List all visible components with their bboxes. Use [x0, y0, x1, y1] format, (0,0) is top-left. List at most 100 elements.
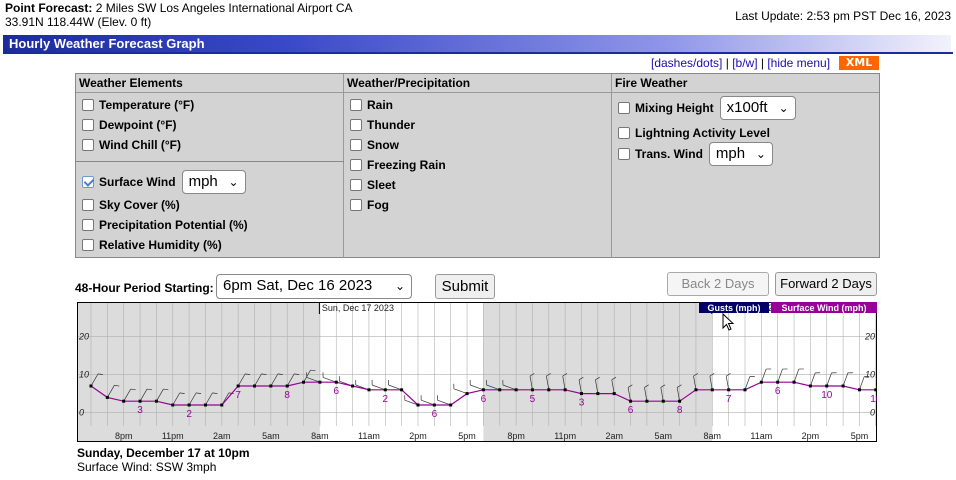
mixing-height-option[interactable]: Mixing Height x100ft ⌄	[618, 96, 796, 120]
period-select[interactable]: 6pm Sat, Dec 16 2023 ⌄	[216, 274, 412, 299]
lightning-option[interactable]: Lightning Activity Level	[618, 126, 770, 140]
chevron-down-icon: ⌄	[228, 175, 239, 189]
x-tick-label: 11am	[750, 431, 772, 441]
mixing-height-checkbox[interactable]	[618, 102, 630, 114]
snow-label: Snow	[367, 138, 399, 152]
sky-cover-checkbox[interactable]	[82, 199, 94, 211]
dewpoint-option[interactable]: Dewpoint (°F)	[82, 118, 176, 132]
x-tick-label: 11pm	[162, 431, 184, 441]
surface-wind-unit-select[interactable]: mph ⌄	[181, 170, 246, 194]
wind-value-label: 6	[333, 386, 339, 397]
forward-2-days-button[interactable]: Forward 2 Days	[775, 272, 877, 296]
wind-barb-staff	[188, 392, 197, 406]
lightning-checkbox[interactable]	[618, 127, 630, 139]
wind-barb-staff	[693, 375, 697, 390]
thunder-option[interactable]: Thunder	[350, 118, 415, 132]
temperature-option[interactable]: Temperature (°F)	[82, 98, 194, 112]
xml-button[interactable]: XML	[839, 56, 879, 70]
location-label: Point Forecast:	[5, 1, 93, 15]
selected-wind: Surface Wind: SSW 3mph	[77, 460, 217, 474]
submit-button[interactable]: Submit	[435, 274, 495, 299]
surface-wind-point	[759, 380, 763, 384]
thunder-checkbox[interactable]	[350, 119, 362, 131]
surface-wind-checkbox[interactable]	[82, 176, 94, 188]
humidity-label: Relative Humidity (%)	[99, 238, 222, 252]
wind-chill-checkbox[interactable]	[82, 139, 94, 151]
trans-wind-option[interactable]: Trans. Wind mph ⌄	[618, 142, 773, 166]
trans-wind-unit-select[interactable]: mph ⌄	[708, 142, 773, 166]
surface-wind-point	[465, 392, 469, 396]
wind-barb-staff	[254, 373, 262, 387]
wind-barb-staff	[486, 384, 500, 391]
wind-barb-staff	[156, 388, 164, 402]
humidity-option[interactable]: Relative Humidity (%)	[82, 238, 222, 252]
wind-barb-staff	[859, 376, 865, 390]
snow-checkbox[interactable]	[350, 139, 362, 151]
surface-wind-point	[710, 388, 714, 392]
wind-chill-option[interactable]: Wind Chill (°F)	[82, 138, 181, 152]
fog-option[interactable]: Fog	[350, 198, 389, 212]
dashes-dots-link[interactable]: [dashes/dots]	[651, 56, 723, 70]
wind-barb-tick	[726, 373, 731, 377]
fog-label: Fog	[367, 198, 389, 212]
y-tick-label-right: 10	[865, 370, 875, 380]
x-tick-label: 8am	[311, 431, 329, 441]
wind-barb-staff	[237, 373, 246, 387]
period-value: 6pm Sat, Dec 16 2023	[223, 277, 373, 294]
surface-wind-label: Surface Wind	[99, 175, 176, 189]
wind-barb-staff	[627, 387, 631, 402]
x-tick-label: 2am	[605, 431, 623, 441]
wind-barb-staff	[595, 379, 599, 394]
precip-potential-option[interactable]: Precipitation Potential (%)	[82, 218, 248, 232]
surface-wind-point	[383, 388, 387, 392]
wind-barb-tick	[660, 384, 666, 388]
x-tick-label: 5pm	[851, 431, 869, 441]
surface-wind-point	[825, 384, 829, 388]
precip-potential-checkbox[interactable]	[82, 219, 94, 231]
trans-wind-checkbox[interactable]	[618, 148, 630, 160]
location-text: 2 Miles SW Los Angeles International Air…	[95, 1, 353, 15]
bw-link[interactable]: [b/w]	[732, 56, 758, 70]
wind-value-label: 6	[628, 405, 634, 416]
x-tick-label: 5am	[654, 431, 672, 441]
location-header: Point Forecast: 2 Miles SW Los Angeles I…	[5, 1, 353, 29]
sky-cover-option[interactable]: Sky Cover (%)	[82, 198, 180, 212]
value-labels: 3 2 7 8 6 2 6 6 5 3 6 8 7 6 10 10	[137, 386, 877, 420]
sleet-option[interactable]: Sleet	[350, 178, 396, 192]
sleet-label: Sleet	[367, 178, 396, 192]
back-2-days-button[interactable]: Back 2 Days	[667, 272, 769, 296]
snow-option[interactable]: Snow	[350, 138, 399, 152]
weather-elements-body: Temperature (°F) Dewpoint (°F) Wind Chil…	[76, 93, 344, 258]
freezing-rain-label: Freezing Rain	[367, 158, 446, 172]
wind-value-label: 6	[481, 394, 487, 405]
mixing-height-unit-select[interactable]: x100ft ⌄	[719, 96, 796, 120]
wind-barb-staff	[502, 384, 517, 391]
freezing-rain-option[interactable]: Freezing Rain	[350, 158, 446, 172]
humidity-checkbox[interactable]	[82, 239, 94, 251]
rain-checkbox[interactable]	[350, 99, 362, 111]
wind-barb-staff	[90, 373, 99, 387]
wind-value-label: 7	[726, 394, 732, 405]
wind-value-label: 10	[870, 394, 877, 405]
wind-barb-staff	[453, 388, 468, 394]
surface-wind-point	[596, 392, 600, 396]
rain-option[interactable]: Rain	[350, 98, 393, 112]
surface-wind-point	[449, 403, 453, 407]
grid-lines	[77, 302, 877, 426]
wind-barb-staff	[437, 399, 451, 406]
page-title: Hourly Weather Forecast Graph	[3, 35, 951, 52]
surface-wind-option[interactable]: Surface Wind mph ⌄	[82, 170, 246, 194]
freezing-rain-checkbox[interactable]	[350, 159, 362, 171]
hide-menu-link[interactable]: [hide menu]	[767, 56, 831, 70]
date-label: Sun, Dec 17 2023	[322, 303, 394, 313]
wind-barb-tick	[97, 373, 103, 375]
fog-checkbox[interactable]	[350, 199, 362, 211]
wind-barb-staff	[388, 384, 402, 391]
sleet-checkbox[interactable]	[350, 179, 362, 191]
wind-value-label: 6	[432, 409, 438, 420]
wind-barb-tick	[676, 384, 682, 388]
dewpoint-checkbox[interactable]	[82, 119, 94, 131]
temperature-checkbox[interactable]	[82, 99, 94, 111]
surface-wind-point	[203, 403, 207, 407]
